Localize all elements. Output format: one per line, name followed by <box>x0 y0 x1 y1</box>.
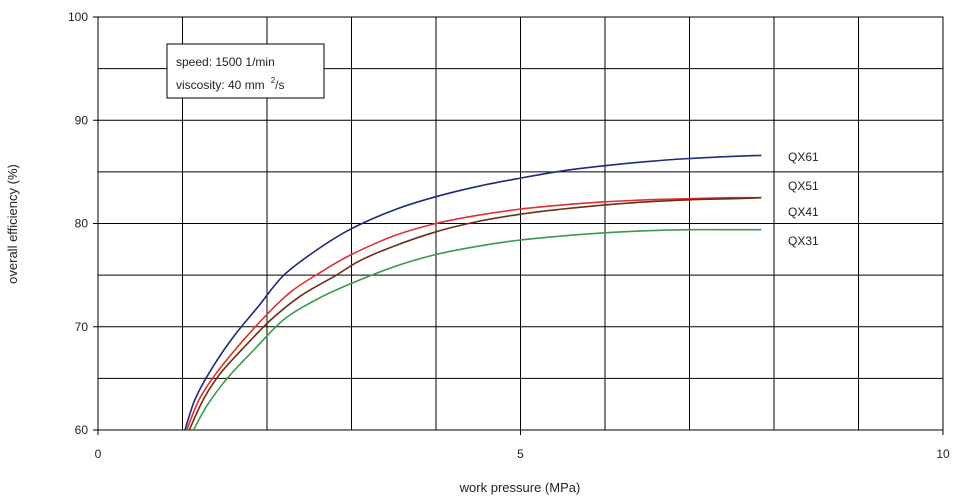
x-tick-label: 10 <box>936 447 950 461</box>
series-label-qx51: QX51 <box>788 179 819 193</box>
x-tick-label: 5 <box>517 447 524 461</box>
series-line-qx31 <box>192 228 762 431</box>
annotation-speed: speed: 1500 1/min <box>176 55 275 69</box>
x-axis-title: work pressure (MPa) <box>459 480 581 495</box>
series-labels: QX61 QX51 QX41 QX31 <box>788 150 819 248</box>
annotation-viscosity-sup: 2 <box>271 76 276 85</box>
annotation-frame <box>166 43 325 99</box>
x-tick-label: 0 <box>95 447 102 461</box>
y-axis-ticks: 60 70 80 90 100 <box>68 10 98 437</box>
series-label-qx41: QX41 <box>788 205 819 219</box>
series-line-qx41 <box>188 196 762 431</box>
chart-series <box>184 154 762 431</box>
series-line-qx61 <box>184 154 762 431</box>
annotation-box: speed: 1500 1/min viscosity: 40 mm 2/s <box>166 43 325 99</box>
series-line-qx51 <box>185 196 762 431</box>
y-tick-label: 100 <box>68 10 88 24</box>
x-axis-ticks: 0 5 10 <box>95 430 950 461</box>
y-tick-label: 80 <box>75 217 89 231</box>
y-tick-label: 60 <box>75 423 89 437</box>
series-label-qx31: QX31 <box>788 234 819 248</box>
y-axis-title: overall efficiency (%) <box>5 164 20 284</box>
annotation-viscosity-prefix: viscosity: 40 mm <box>176 78 265 92</box>
series-label-qx61: QX61 <box>788 150 819 164</box>
annotation-viscosity-suffix: /s <box>275 78 284 92</box>
y-tick-label: 70 <box>75 320 89 334</box>
y-tick-label: 90 <box>75 113 89 127</box>
annotation-viscosity: viscosity: 40 mm 2/s <box>176 76 284 92</box>
